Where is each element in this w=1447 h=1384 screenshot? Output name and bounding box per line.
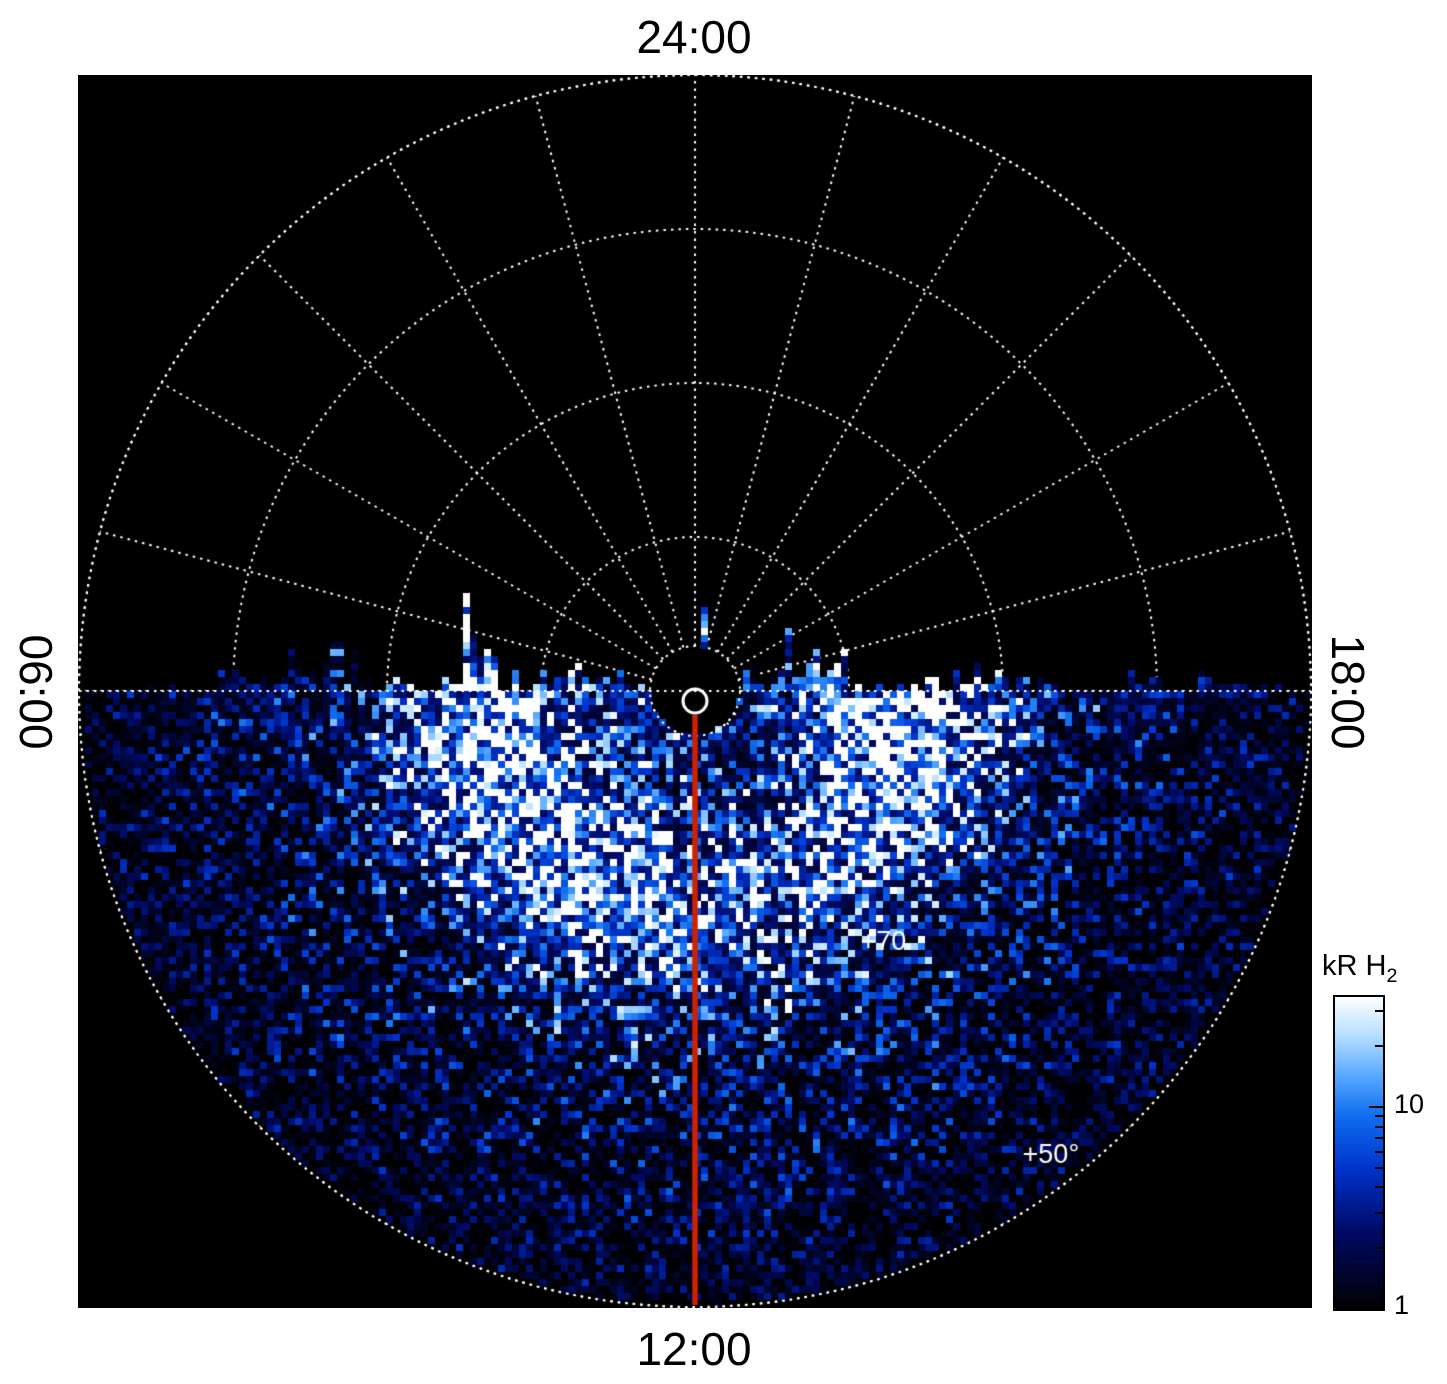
local-time-label-1800: 18:00 xyxy=(1322,634,1374,750)
colorbar-tick xyxy=(1375,1125,1383,1128)
colorbar-title-main: kR H xyxy=(1322,950,1387,982)
local-time-label-2400: 24:00 xyxy=(636,11,752,63)
colorbar-tick xyxy=(1375,1009,1383,1012)
colorbar-title-subscript: 2 xyxy=(1386,964,1398,987)
colorbar-tick xyxy=(1375,1211,1383,1214)
colorbar-title: kR H2 xyxy=(1322,950,1397,988)
colorbar-tick-label-10: 10 xyxy=(1394,1089,1425,1119)
local-time-label-1200: 12:00 xyxy=(636,1323,752,1375)
colorbar-tick xyxy=(1375,1186,1383,1189)
local-time-label-0600: 06:00 xyxy=(10,634,62,750)
colorbar-tick-label-1: 1 xyxy=(1394,1290,1410,1320)
colorbar-tick xyxy=(1369,1105,1383,1108)
colorbar-tick xyxy=(1375,1045,1383,1048)
colorbar-tick xyxy=(1375,1247,1383,1250)
colorbar-tick xyxy=(1375,1166,1383,1169)
colorbar-gradient xyxy=(1333,995,1385,1311)
polar-plot-box xyxy=(78,75,1312,1308)
aurora-heatmap-canvas xyxy=(78,75,1312,1308)
colorbar-tick xyxy=(1375,1137,1383,1140)
colorbar-tick xyxy=(1375,1150,1383,1153)
colorbar-tick xyxy=(1375,1115,1383,1118)
colorbar-tick xyxy=(1369,1307,1383,1309)
